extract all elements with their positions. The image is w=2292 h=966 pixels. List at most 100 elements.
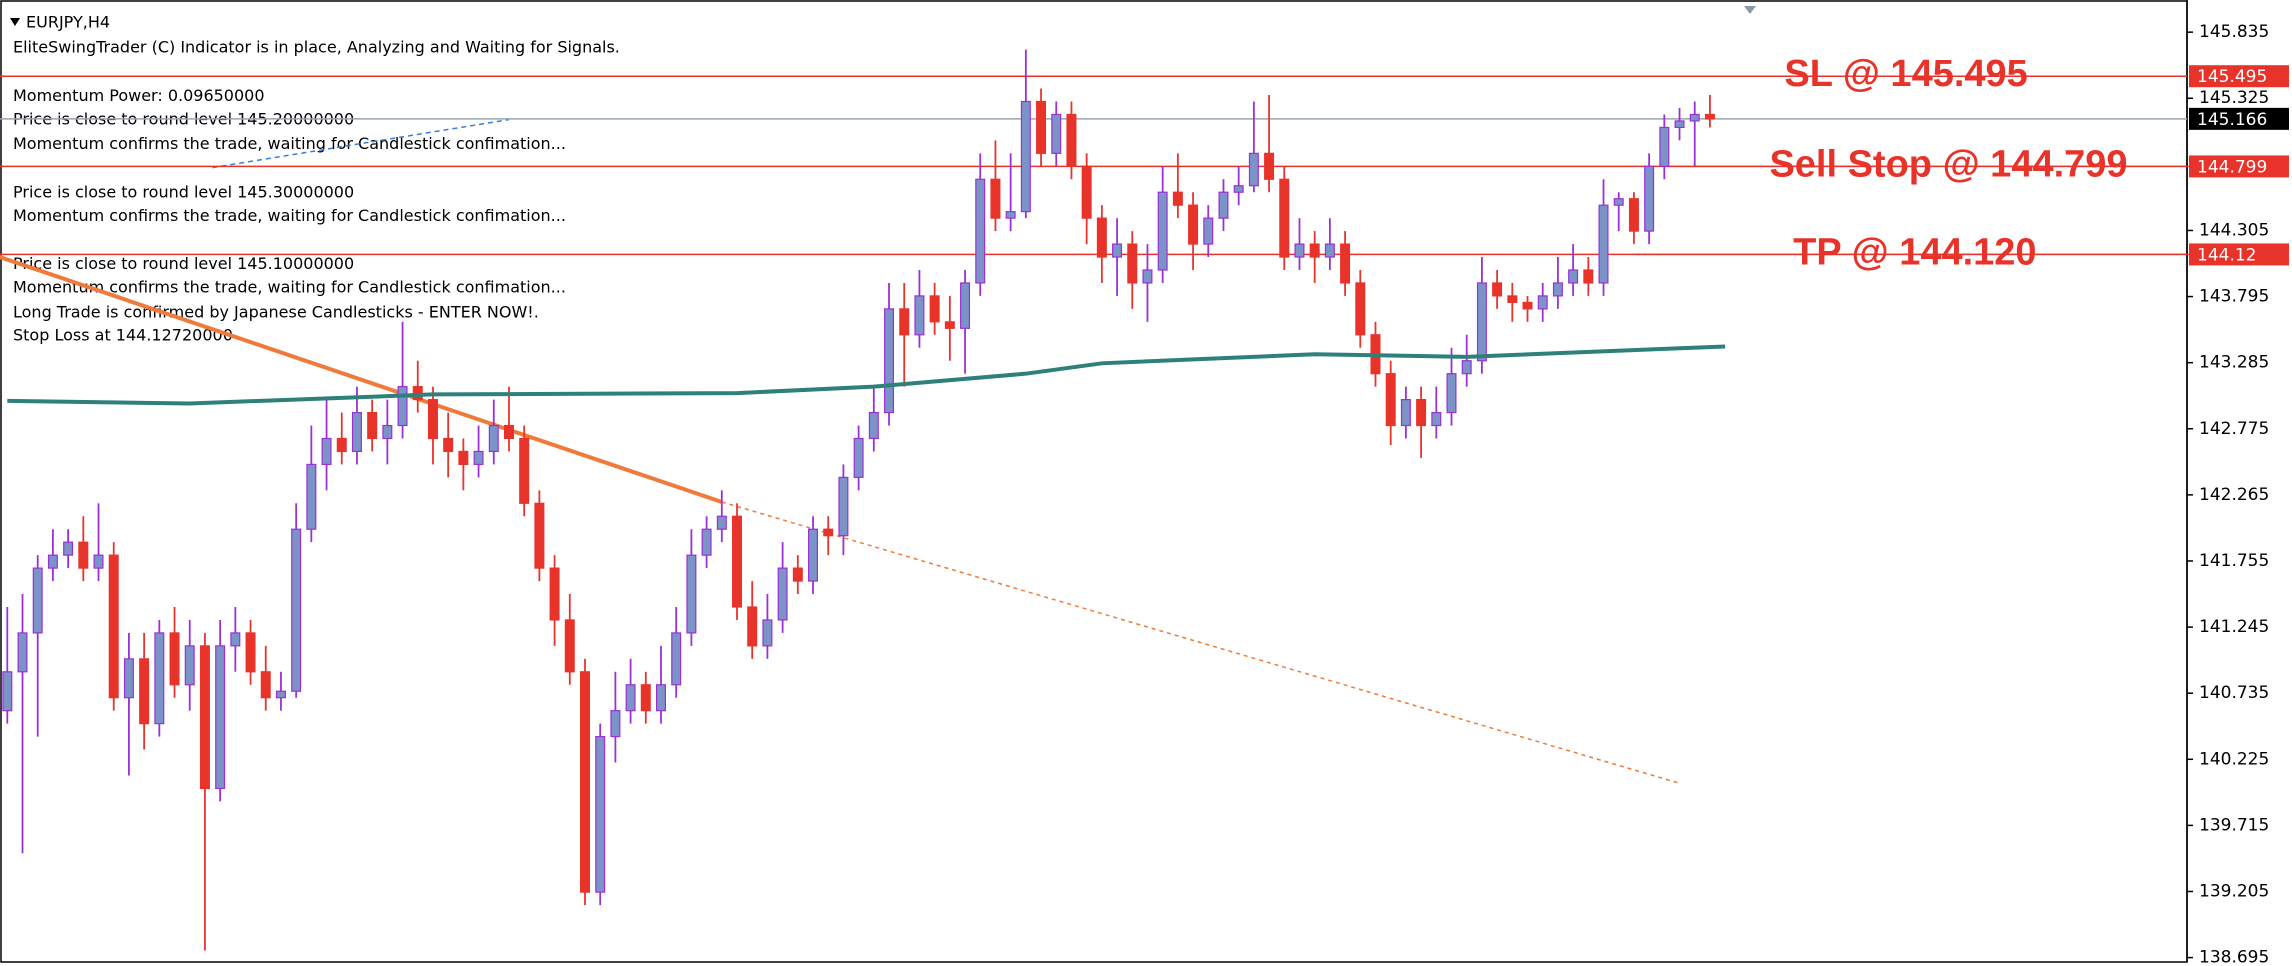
price-box bbox=[2189, 155, 2289, 178]
info-line: Momentum confirms the trade, waiting for… bbox=[13, 134, 566, 153]
candle-body bbox=[1081, 165, 1092, 219]
candle-body bbox=[914, 295, 925, 336]
moving-average bbox=[7, 344, 1726, 406]
candle-body bbox=[1674, 120, 1685, 129]
shift-marker bbox=[1744, 6, 1756, 14]
candle-body bbox=[306, 463, 317, 530]
y-tick-label: 140.225 bbox=[2199, 749, 2269, 769]
candle-body bbox=[1522, 301, 1533, 310]
info-line: Momentum confirms the trade, waiting for… bbox=[13, 277, 566, 296]
candle-body bbox=[1400, 399, 1411, 427]
candle-body bbox=[184, 645, 195, 686]
candle-body bbox=[549, 567, 560, 621]
candle-body bbox=[1476, 282, 1487, 362]
candle-body bbox=[215, 645, 226, 790]
candle-body bbox=[929, 295, 940, 323]
y-tick-label: 138.695 bbox=[2199, 948, 2269, 966]
info-line: Long Trade is confirmed by Japanese Cand… bbox=[13, 302, 539, 321]
candle-body bbox=[671, 632, 682, 686]
candle-body bbox=[899, 308, 910, 336]
candle-body bbox=[792, 567, 803, 582]
candle-body bbox=[1324, 243, 1335, 258]
candle-body bbox=[1218, 191, 1229, 219]
candle-body bbox=[291, 528, 302, 692]
candle-body bbox=[1446, 373, 1457, 414]
candle-body bbox=[823, 528, 834, 537]
candle-body bbox=[808, 528, 819, 582]
candle-body bbox=[1127, 243, 1138, 284]
y-tick-label: 139.205 bbox=[2199, 881, 2269, 901]
candle-body bbox=[747, 606, 758, 647]
candle-body bbox=[1461, 360, 1472, 375]
y-tick-label: 141.755 bbox=[2199, 551, 2269, 571]
candle-body bbox=[625, 684, 636, 712]
level-annotation: Sell Stop @ 144.799 bbox=[1769, 143, 2127, 185]
candle-body bbox=[169, 632, 180, 686]
candle-body bbox=[1233, 185, 1244, 193]
candle-body bbox=[564, 619, 575, 673]
candle-body bbox=[579, 671, 590, 893]
candle-body bbox=[427, 399, 438, 440]
candle-body bbox=[701, 528, 712, 556]
candle-body bbox=[47, 554, 58, 569]
price-box-label: 144.12 bbox=[2197, 245, 2256, 265]
candle-body bbox=[595, 736, 606, 893]
candle-body bbox=[443, 437, 454, 453]
candle-body bbox=[1552, 282, 1563, 297]
candle-body bbox=[1112, 243, 1123, 258]
candle-body bbox=[199, 645, 210, 790]
price-box bbox=[2189, 65, 2289, 88]
info-line: Momentum confirms the trade, waiting for… bbox=[13, 206, 566, 225]
candle-body bbox=[1005, 211, 1016, 219]
y-tick-label: 140.735 bbox=[2199, 683, 2269, 703]
y-tick-label: 143.285 bbox=[2199, 353, 2269, 373]
candle-body bbox=[17, 632, 28, 673]
candle-body bbox=[351, 411, 362, 453]
candle-body bbox=[1188, 204, 1199, 245]
candle-body bbox=[1096, 217, 1107, 258]
candle-body bbox=[1066, 113, 1077, 167]
y-tick-label: 139.715 bbox=[2199, 815, 2269, 835]
candle-body bbox=[1172, 191, 1183, 206]
candle-body bbox=[686, 554, 697, 634]
candle-body bbox=[260, 671, 271, 699]
candle-body bbox=[655, 684, 666, 712]
price-box-label: 144.799 bbox=[2197, 157, 2267, 177]
candle-body bbox=[884, 308, 895, 414]
info-line: EliteSwingTrader (C) Indicator is in pla… bbox=[13, 38, 620, 57]
candle-body bbox=[1644, 165, 1655, 232]
info-line: Price is close to round level 145.300000… bbox=[13, 182, 354, 201]
candle-body bbox=[1051, 113, 1062, 154]
level-annotation: TP @ 144.120 bbox=[1793, 231, 2036, 273]
candle-body bbox=[78, 541, 89, 569]
candle-body bbox=[1598, 204, 1609, 284]
y-tick-label: 143.795 bbox=[2199, 287, 2269, 307]
candle-body bbox=[853, 437, 864, 478]
candle-body bbox=[1689, 113, 1700, 122]
info-line: Price is close to round level 145.100000… bbox=[13, 254, 354, 273]
candle-body bbox=[139, 658, 150, 725]
candle-body bbox=[108, 554, 119, 699]
candle-body bbox=[503, 424, 514, 440]
candle-body bbox=[838, 476, 849, 537]
candle-body bbox=[1020, 100, 1031, 213]
candle-body bbox=[1507, 295, 1518, 303]
symbol-label: EURJPY,H4 bbox=[26, 13, 110, 32]
candle-body bbox=[1583, 269, 1594, 284]
candle-body bbox=[93, 554, 104, 569]
price-box bbox=[2189, 107, 2289, 130]
level-annotation: SL @ 145.495 bbox=[1784, 53, 2027, 95]
y-tick-label: 141.245 bbox=[2199, 617, 2269, 637]
candle-body bbox=[610, 710, 621, 738]
candle-body bbox=[640, 684, 651, 712]
candle-body bbox=[321, 437, 332, 466]
candle-body bbox=[990, 178, 1001, 219]
candle-body bbox=[1355, 282, 1366, 336]
y-tick-label: 144.305 bbox=[2199, 220, 2269, 240]
candle-body bbox=[519, 437, 530, 504]
price-box bbox=[2189, 243, 2289, 266]
candle-body bbox=[1279, 178, 1290, 258]
candle-body bbox=[1568, 269, 1579, 284]
candle-body bbox=[868, 411, 879, 440]
